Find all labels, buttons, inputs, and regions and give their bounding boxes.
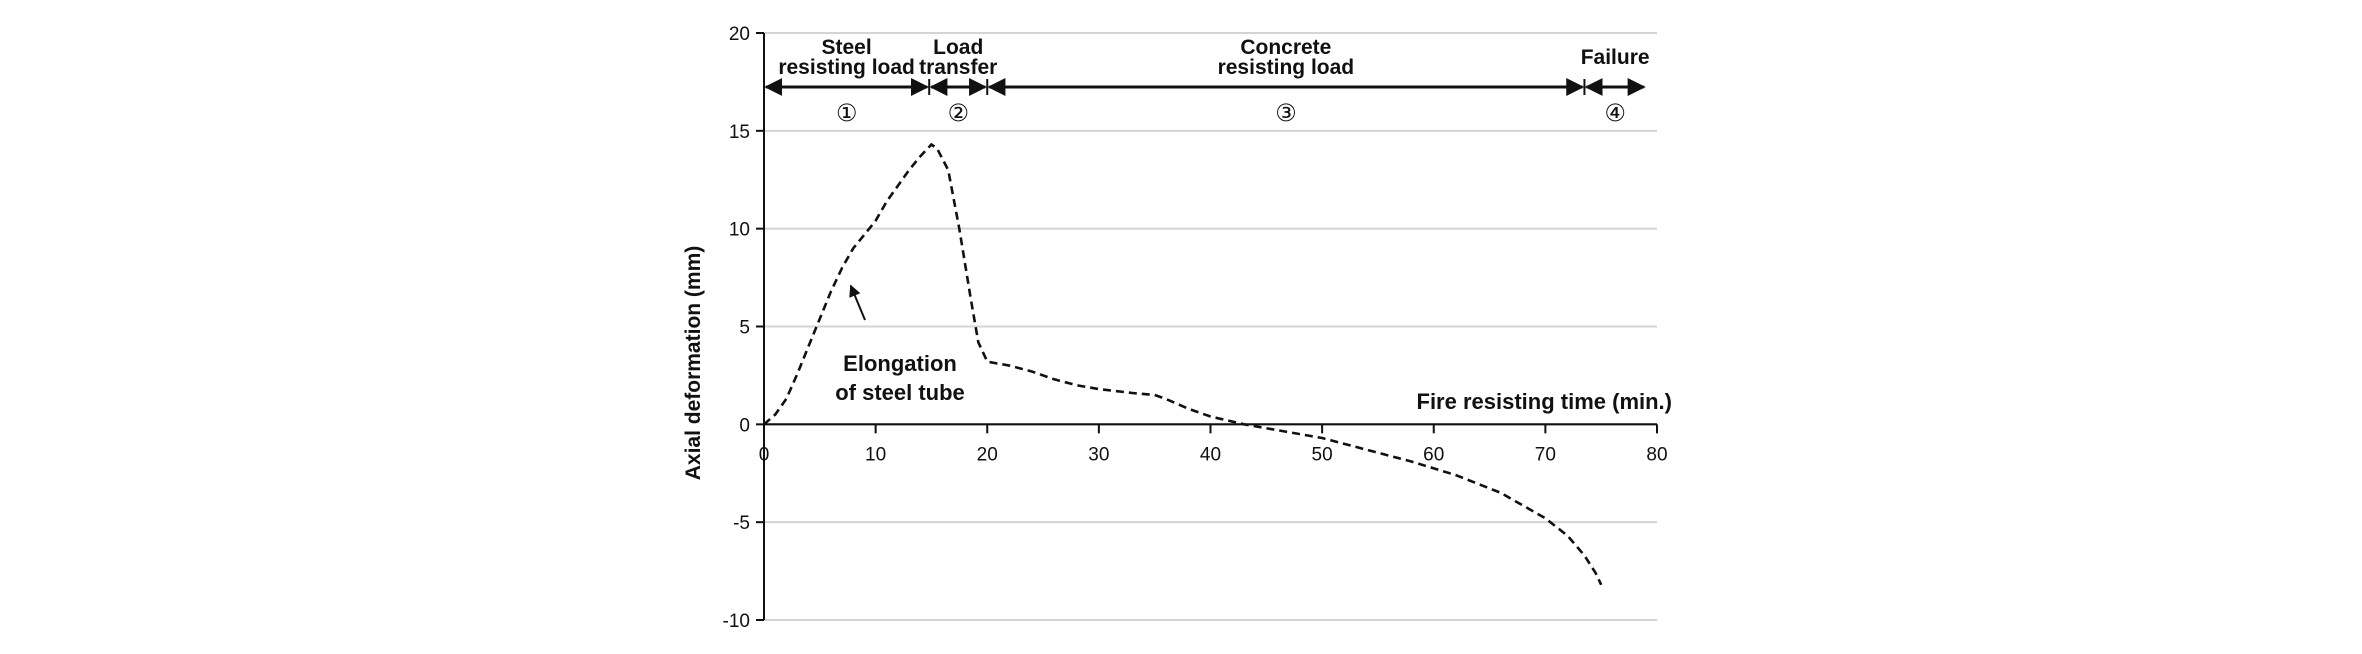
axes	[756, 32, 1658, 621]
phase-number: ④	[1604, 100, 1626, 127]
y-tick-label: 10	[729, 220, 750, 241]
phase-label: Steel	[822, 36, 872, 59]
phase-label: transfer	[919, 56, 997, 79]
y-tick-label: 5	[739, 318, 750, 339]
phase-label: Failure	[1581, 46, 1650, 69]
x-tick-label: 20	[977, 444, 998, 465]
annotations: Elongation of steel tube	[835, 284, 965, 405]
phase-number: ③	[1275, 100, 1297, 127]
phase-label: Load	[933, 36, 983, 59]
y-tick-label: -10	[723, 611, 750, 632]
y-tick-label: 15	[729, 122, 750, 143]
x-tick-label: 60	[1423, 444, 1444, 465]
annotation-text: Elongation	[843, 351, 957, 376]
phase-number: ②	[947, 100, 969, 127]
phase-label: resisting load	[1218, 56, 1355, 79]
x-axis-label: Fire resisting time (min.)	[1417, 389, 1673, 414]
x-tick-label: 30	[1088, 444, 1109, 465]
phase-number: ①	[836, 100, 858, 127]
annotation-arrow	[849, 284, 866, 321]
x-tick-label: 80	[1646, 444, 1667, 465]
phase-label: Concrete	[1240, 36, 1331, 59]
x-tick-label: 10	[865, 444, 886, 465]
x-tick-label: 40	[1200, 444, 1221, 465]
x-tick-label: 70	[1535, 444, 1556, 465]
gridlines	[764, 32, 1657, 621]
y-tick-label: 0	[739, 415, 750, 436]
phase-label: resisting load	[778, 56, 915, 79]
x-tick-label: 50	[1312, 444, 1333, 465]
y-tick-label: 20	[729, 24, 750, 45]
x-tick-label: 0	[759, 444, 770, 465]
y-tick-label: -5	[733, 513, 750, 534]
y-axis-label: Axial deformation (mm)	[682, 246, 705, 481]
annotation-text: of steel tube	[835, 380, 965, 405]
